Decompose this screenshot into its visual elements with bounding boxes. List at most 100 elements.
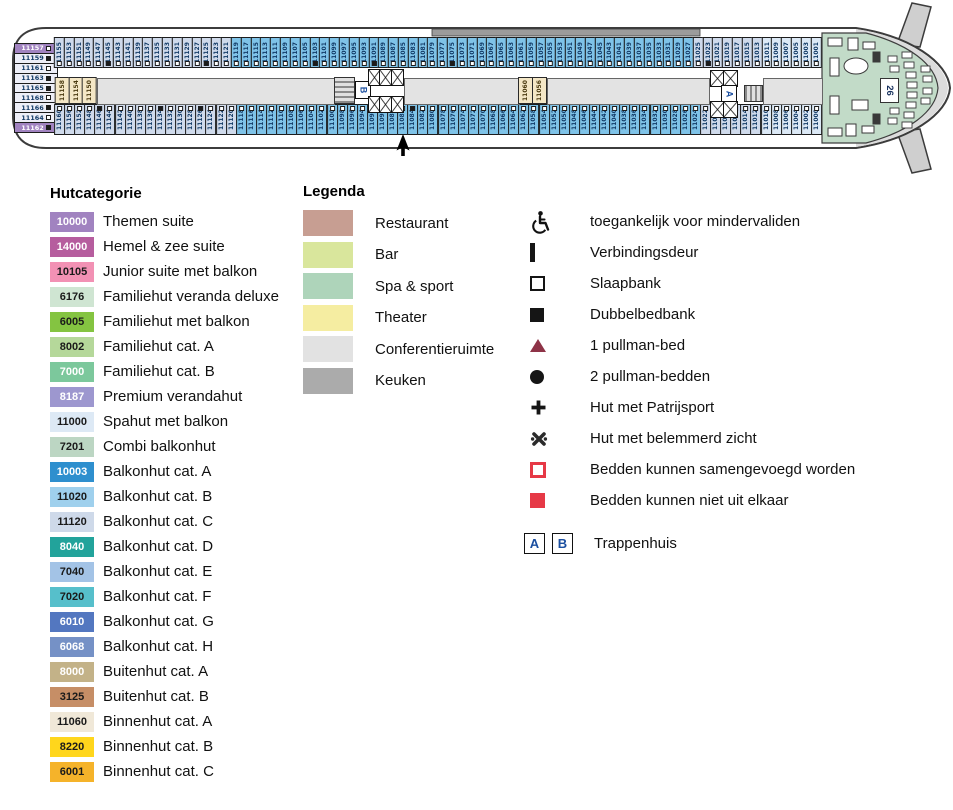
cabin-11010[interactable]: 11010 [760, 104, 772, 135]
symbol-item: Bedden kunnen samengevoegd worden [524, 454, 855, 485]
cabin-11158[interactable]: 11158 [55, 77, 70, 104]
cabin-11124[interactable]: 11124 [205, 104, 217, 135]
category-color-chip: 7020 [50, 586, 94, 607]
cabin-11032[interactable]: 11032 [649, 104, 661, 135]
hutcategorie-title: Hutcategorie [50, 185, 142, 202]
stairwell-b-letter: B [358, 86, 368, 94]
category-color-chip: 6001 [50, 761, 94, 782]
hutcategorie-item: 8000 Buitenhut cat. A [50, 659, 279, 684]
hutcategorie-item: 6068 Balkonhut cat. H [50, 634, 279, 659]
cabin-11117[interactable]: 11117 [240, 37, 252, 68]
cabin-11105[interactable]: 11105 [299, 37, 311, 68]
cabin-11059[interactable]: 11059 [525, 37, 537, 68]
cabin-11034[interactable]: 11034 [639, 104, 651, 135]
category-label: Balkonhut cat. H [103, 638, 214, 655]
category-color-chip: 6005 [50, 311, 94, 332]
cabin-11129[interactable]: 11129 [181, 37, 193, 68]
elevator-bank-a2 [709, 101, 738, 118]
cabin-number: 11168 [21, 93, 44, 102]
elevator-icon [723, 70, 738, 87]
hutcategorie-item: 11020 Balkonhut cat. B [50, 484, 279, 509]
cabin-11142[interactable]: 11142 [114, 104, 126, 135]
stairwell-a-legend-box: A [524, 533, 545, 554]
legenda-title: Legenda [303, 183, 365, 200]
cabin-11054[interactable]: 11054 [538, 104, 550, 135]
category-label: Balkonhut cat. G [103, 613, 214, 630]
hutcategorie-item: 11060 Binnenhut cat. A [50, 709, 279, 734]
category-color-chip: 6068 [50, 636, 94, 657]
cabin-11058[interactable]: 11058 [528, 104, 540, 135]
cabin-11162[interactable]: 11162 [14, 122, 58, 134]
obstructed-view-icon [524, 430, 566, 448]
hutcategorie-item: 6176 Familiehut veranda deluxe [50, 284, 279, 309]
cabin-11071[interactable]: 11071 [466, 37, 478, 68]
category-label: Familiehut met balkon [103, 313, 250, 330]
cabin-number: 11161 [21, 64, 44, 73]
cabin-11102[interactable]: 11102 [316, 104, 328, 135]
dubbelbedbank-icon [45, 75, 51, 81]
symbol-item: Bedden kunnen niet uit elkaar [524, 485, 855, 516]
venue-label: Keuken [375, 372, 426, 389]
corridor-area-mid2 [547, 78, 710, 105]
cabin-11100[interactable]: 11100 [326, 104, 338, 135]
cabin-11122[interactable]: 11122 [215, 104, 227, 135]
legenda-item: Theater [303, 304, 494, 331]
cabin-11012[interactable]: 11012 [750, 104, 762, 135]
venue-label: Theater [375, 309, 427, 326]
hutcategorie-item: 8002 Familiehut cat. A [50, 334, 279, 359]
cabin-11080[interactable]: 11080 [427, 104, 439, 135]
corridor-area-fwd [763, 78, 823, 105]
symbol-label: Slaapbank [590, 275, 661, 292]
category-color-chip: 8040 [50, 536, 94, 557]
dubbelbedbank-icon [45, 85, 51, 91]
venue-color-chip [303, 367, 353, 394]
category-color-chip: 7000 [50, 361, 94, 382]
hutcategorie-item: 7020 Balkonhut cat. F [50, 584, 279, 609]
hutcategorie-legend: Hutcategorie 10000 Themen suite 14000 Hemel… [50, 185, 279, 784]
spa-room-label: 26 [883, 85, 895, 96]
venue-color-chip [303, 336, 353, 362]
symbol-label: Bedden kunnen samengevoegd worden [590, 461, 856, 478]
cabin-11078[interactable]: 11078 [437, 104, 449, 135]
category-color-chip: 11060 [50, 711, 94, 732]
cabin-11056[interactable]: 11056 [532, 77, 547, 104]
cabin-11013[interactable]: 11013 [751, 37, 763, 68]
category-label: Spahut met balkon [103, 413, 229, 430]
elevator-icon [709, 70, 725, 87]
cabin-11093[interactable]: 11093 [358, 37, 370, 68]
category-color-chip: 11120 [50, 511, 94, 532]
legenda-item: Bar [303, 241, 494, 268]
cabin-11141[interactable]: 11141 [122, 37, 134, 68]
slaapbank-icon [45, 65, 51, 71]
cabin-11035[interactable]: 11035 [643, 37, 655, 68]
cabin-11150[interactable]: 11150 [82, 77, 98, 104]
category-label: Balkonhut cat. A [103, 463, 212, 480]
cabin-11000[interactable]: 11000 [811, 104, 823, 135]
category-color-chip: 10003 [50, 461, 94, 482]
hutcategorie-item: 8040 Balkonhut cat. D [50, 534, 279, 559]
square-outline-icon [524, 276, 566, 291]
symbol-item: Slaapbank [524, 268, 855, 299]
category-label: Buitenhut cat. B [103, 688, 209, 705]
symbols-list: toegankelijk voor mindervaliden Verbindin… [524, 206, 855, 516]
category-color-chip: 11020 [50, 486, 94, 507]
venue-color-chip [303, 241, 353, 268]
venue-label: Restaurant [375, 214, 449, 232]
category-color-chip: 11000 [50, 411, 94, 432]
category-label: Premium verandahut [103, 388, 243, 405]
stairwell-b-legend-box: B [552, 533, 573, 554]
cabin-11047[interactable]: 11047 [584, 37, 596, 68]
category-label: Binnenhut cat. C [103, 763, 214, 780]
cabin-number: 11165 [21, 84, 44, 92]
category-color-chip: 6176 [50, 286, 94, 307]
deck-plan: 11157 11159 11161 11163 11165 11168 11166 11164… [0, 0, 953, 180]
elevator-bank-b2 [367, 96, 404, 113]
cabin-11144[interactable]: 11144 [104, 104, 116, 135]
slaapbank-icon [45, 45, 51, 51]
cabin-11060[interactable]: 11060 [518, 77, 533, 104]
hutcategorie-item: 7000 Familiehut cat. B [50, 359, 279, 384]
venue-color-chip [303, 304, 353, 331]
cabin-11001[interactable]: 11001 [810, 37, 822, 68]
category-label: Balkonhut cat. C [103, 513, 214, 530]
category-label: Familiehut cat. B [103, 363, 215, 380]
